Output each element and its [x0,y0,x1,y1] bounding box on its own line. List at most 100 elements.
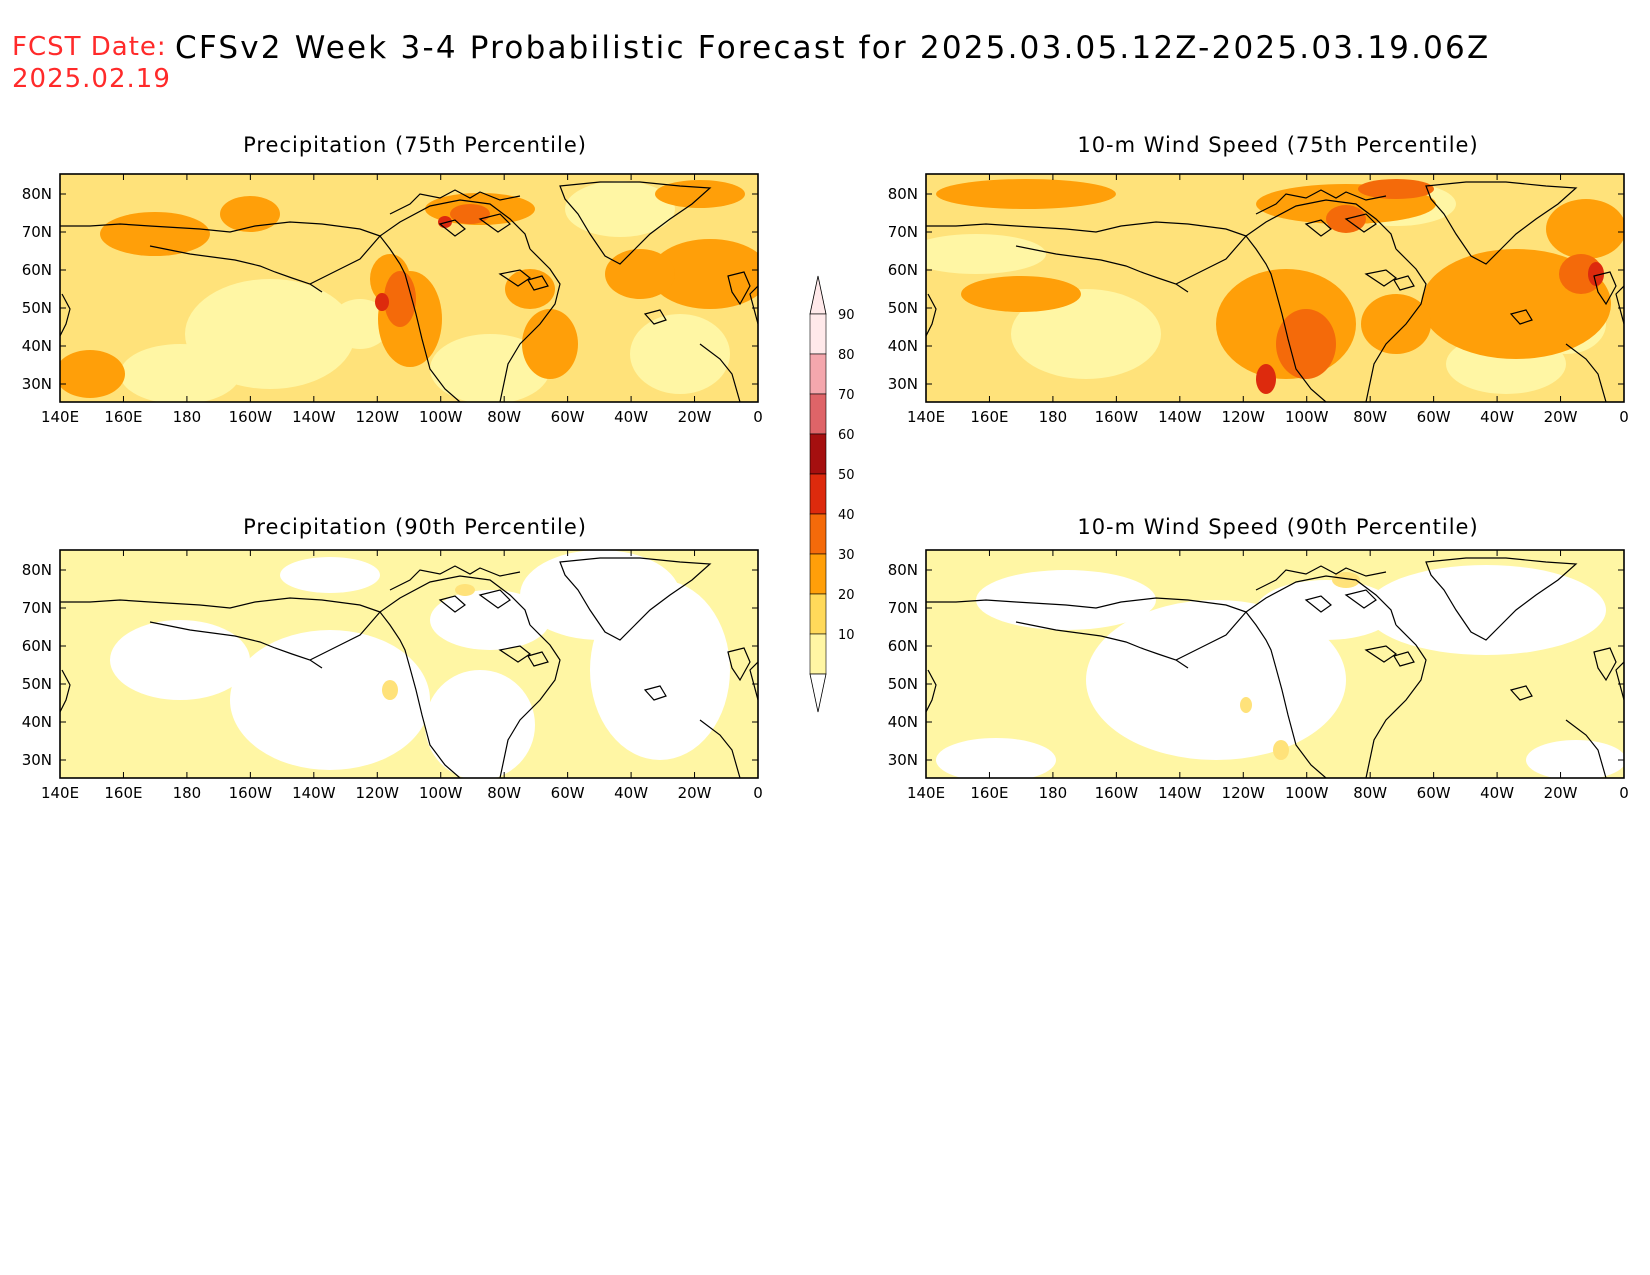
coastline [559,557,712,641]
coastline [379,235,461,402]
lat-tick-label: 30N [888,751,918,769]
coastline [149,621,323,669]
lon-tick-label: 140W [1158,784,1202,802]
coastline [727,271,751,306]
coastline [1364,269,1398,287]
coastline [1593,271,1617,306]
coastline [1364,645,1398,663]
lon-tick-label: 0 [1619,784,1629,802]
lat-tick-label: 50N [22,299,52,317]
lon-tick-label: 140E [41,784,79,802]
header: FCST Date: 2025.02.19 CFSv2 Week 3-4 Pro… [12,30,1632,100]
lon-tick-label: 0 [753,408,763,426]
lon-tick-label: 20W [678,408,712,426]
panel-title-precip-90: Precipitation (90th Percentile) [243,515,587,539]
lon-tick-label: 180 [1039,784,1068,802]
coastline [60,669,71,713]
coastline [309,611,381,661]
lon-tick-label: 140E [907,784,945,802]
lon-tick-label: 40W [614,408,648,426]
lat-tick-label: 60N [22,261,52,279]
colorbar-label: 90 [838,308,855,323]
coastline [1255,565,1387,591]
map-panel-precip-90: 140E 160E 180 160W 140W 120W 100W 80W 60W 40W 20W 0… [22,549,763,802]
coastline [1245,235,1327,402]
coastline [749,661,758,701]
lon-tick-label: 160E [104,784,142,802]
coastline [1425,557,1578,641]
lat-tick-label: 80N [888,185,918,203]
lat-tick-label: 30N [888,375,918,393]
coastline [309,235,381,285]
map-frame [59,173,759,403]
map-frame [925,173,1625,403]
coastline [926,221,1247,237]
colorbar-swatch [809,353,827,395]
lon-tick-label: 80W [1353,784,1387,802]
lon-tick-label: 40W [1480,408,1514,426]
map-panel-wind-75: 140E 160E 180 160W 140W 120W 100W 80W 60W 40W 20W 0… [888,173,1629,426]
colorbar: 90 80 70 60 50 40 30 20 10 [809,275,855,713]
coastline [499,248,561,402]
coastline [1615,285,1624,325]
lon-tick-label: 160W [229,784,273,802]
colorbar-swatch [809,513,827,555]
coastline [1304,595,1332,613]
coastline [379,199,531,250]
lon-tick-label: 100W [419,784,463,802]
lat-tick-label: 30N [22,751,52,769]
coastline [1615,661,1624,701]
coastline [559,181,712,265]
coastline [1245,575,1397,626]
colorbar-swatch [809,393,827,435]
map-frame [925,549,1625,779]
lat-tick-label: 40N [888,337,918,355]
lon-tick-label: 160E [970,408,1008,426]
lat-tick-label: 50N [888,675,918,693]
lon-tick-label: 40W [1480,784,1514,802]
coastline [1304,219,1332,237]
coastline [699,719,741,778]
lon-tick-label: 160W [1095,408,1139,426]
coastline [749,285,758,325]
lon-tick-label: 120W [1222,784,1266,802]
colorbar-label: 50 [838,468,855,483]
coastline [60,597,381,613]
colorbar-swatch [809,313,827,355]
coastline [527,651,549,667]
lat-tick-label: 80N [22,185,52,203]
coastline [1365,248,1427,402]
coastline [60,221,381,237]
colorbar-label: 30 [838,548,855,563]
coastline [1565,719,1607,778]
lon-tick-label: 100W [1285,784,1329,802]
lat-tick-label: 40N [888,713,918,731]
map-frame [59,549,759,779]
coastline [1175,611,1247,661]
lon-tick-label: 180 [1039,408,1068,426]
lat-tick-label: 70N [888,599,918,617]
coastline [1393,275,1415,291]
lon-tick-label: 60W [1417,408,1451,426]
coastline [1175,235,1247,285]
lat-tick-label: 80N [22,561,52,579]
lon-tick-label: 140W [292,784,336,802]
coastline [699,343,741,402]
coastline [1365,624,1427,778]
colorbar-label: 10 [838,628,855,643]
fcst-date-value: 2025.02.19 [12,64,171,94]
coastline [643,685,667,701]
lon-tick-label: 60W [1417,784,1451,802]
main-title: CFSv2 Week 3-4 Probabilistic Forecast fo… [175,30,1491,66]
panel-title-wind-75: 10-m Wind Speed (75th Percentile) [1077,133,1478,157]
lon-tick-label: 160E [104,408,142,426]
coastline [926,669,937,713]
lon-tick-label: 100W [419,408,463,426]
coastline [527,275,549,291]
coastline [1255,189,1387,215]
coastline [379,575,531,626]
coastline [1393,651,1415,667]
lat-tick-label: 50N [22,675,52,693]
lon-tick-label: 80W [1353,408,1387,426]
lon-tick-label: 60W [551,408,585,426]
